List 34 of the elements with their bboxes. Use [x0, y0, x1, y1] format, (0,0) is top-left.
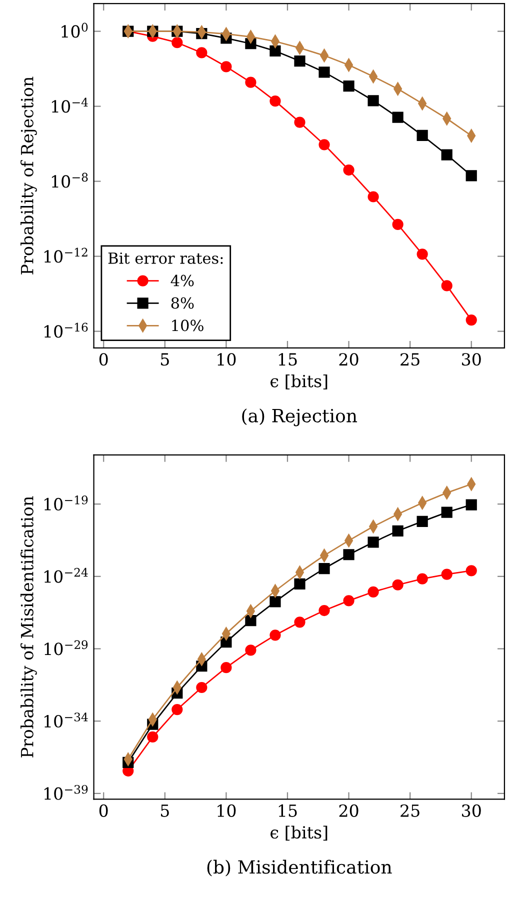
- legend-label: 10%: [172, 320, 204, 332]
- x-axis-title: ϵ [bits]: [270, 826, 328, 841]
- legend-label: 4%: [170, 274, 194, 286]
- x-tick-label: 0: [99, 353, 108, 366]
- x-tick-label: 30: [462, 353, 481, 366]
- x-axis-title: ϵ [bits]: [270, 374, 328, 390]
- y-tick-label: 10$^{−29}$: [44, 640, 88, 656]
- text: (a) Rejection: [242, 408, 358, 426]
- y-tick-label: 10$^{−39}$: [44, 784, 88, 800]
- y-tick-label: 10$^{−34}$: [44, 712, 88, 728]
- x-tick-label: 20: [339, 353, 358, 366]
- y-axis-title: Probability of Misidentification: [20, 496, 37, 758]
- x-tick-label: 15: [278, 804, 297, 817]
- x-tick-label: 15: [278, 353, 297, 366]
- y-tick-label: 10$^{−4}$: [52, 98, 88, 113]
- x-tick-label: 5: [161, 353, 169, 366]
- legend-label: 8%: [171, 297, 194, 309]
- y-axis-title: Probability of Rejection: [20, 76, 37, 274]
- x-tick-label: 0: [99, 804, 108, 817]
- x-tick-label: 30: [462, 804, 481, 817]
- x-tick-label: 25: [400, 353, 420, 366]
- x-tick-label: 25: [400, 804, 420, 817]
- legend-title: Bit error rates:: [108, 252, 223, 264]
- x-tick-label: 20: [339, 804, 358, 817]
- y-tick-label: 10$^{−24}$: [44, 568, 88, 583]
- x-tick-label: 5: [161, 804, 169, 817]
- x-tick-label: 10: [218, 353, 236, 366]
- y-tick-label: 10$^{0}$: [62, 22, 88, 38]
- y-tick-label: 10$^{−8}$: [52, 172, 88, 188]
- text: (b) Misidentification: [207, 860, 392, 876]
- y-tick-label: 10$^{−12}$: [44, 248, 88, 263]
- x-tick-label: 10: [218, 804, 236, 817]
- y-tick-label: 10$^{−16}$: [44, 322, 88, 338]
- y-tick-label: 10$^{−19}$: [44, 496, 88, 511]
